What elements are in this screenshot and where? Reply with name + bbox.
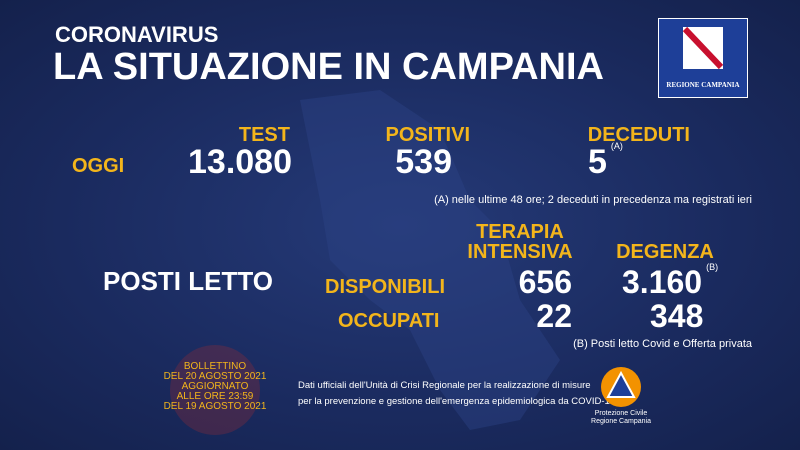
text-line: Regione Campania <box>591 418 651 425</box>
value: 348 <box>650 298 704 334</box>
value: 22 <box>536 298 572 334</box>
row-label: OGGI <box>72 155 125 177</box>
note-ref: (B) <box>706 262 719 272</box>
column-label: DEGENZA <box>616 241 714 263</box>
footer-text: Dati ufficiali dell'Unità di Crisi Regio… <box>298 378 615 410</box>
row-label: DISPONIBILI <box>325 276 446 298</box>
label-line: TERAPIA <box>476 221 564 243</box>
civil-protection-logo <box>601 367 641 407</box>
text-line: AGGIORNATO <box>181 381 249 392</box>
bulletin: BOLLETTINO DEL 20 AGOSTO 2021 AGGIORNATO AL… <box>150 362 280 412</box>
note-ref: (A) <box>610 141 623 151</box>
row-label: OCCUPATI <box>338 310 440 332</box>
text-line: per la prevenzione e gestione dell'emerg… <box>298 396 616 407</box>
value: 13.080 <box>188 143 292 181</box>
logo-emblem <box>682 26 724 70</box>
text-line: Dati ufficiali dell'Unità di Crisi Regio… <box>298 380 591 391</box>
value: 3.160 <box>622 264 703 300</box>
section-label: POSTI LETTO <box>103 266 273 296</box>
note: (A) nelle ultime 48 ore; 2 deceduti in p… <box>434 194 752 206</box>
text-line: BOLLETTINO <box>183 361 247 372</box>
column-label: DECEDUTI <box>587 124 690 146</box>
column-label: TERAPIA INTENSIVA <box>450 222 590 262</box>
value-group: 5 (A) <box>588 141 623 182</box>
text-line: DEL 19 AGOSTO 2021 <box>163 401 267 412</box>
region-logo: REGIONE CAMPANIA <box>658 18 748 98</box>
column-label: TEST <box>238 124 290 146</box>
civil-protection-text: Protezione Civile Regione Campania <box>580 410 662 426</box>
subtitle: CORONAVIRUS <box>55 22 219 47</box>
text-line: Protezione Civile <box>594 410 648 417</box>
text-line: ALLE ORE 23:59 <box>176 391 254 402</box>
text-line: DEL 20 AGOSTO 2021 <box>163 371 267 382</box>
column-label: POSITIVI <box>385 124 470 146</box>
value: 539 <box>395 143 452 181</box>
logo-text: REGIONE CAMPANIA <box>666 81 740 89</box>
value: 5 <box>588 143 607 181</box>
value-group: 3.160 (B) <box>622 262 719 301</box>
title: LA SITUAZIONE IN CAMPANIA <box>53 46 604 88</box>
label-line: INTENSIVA <box>467 241 573 263</box>
note: (B) Posti letto Covid e Offerta privata <box>573 338 752 350</box>
value: 656 <box>518 264 572 300</box>
